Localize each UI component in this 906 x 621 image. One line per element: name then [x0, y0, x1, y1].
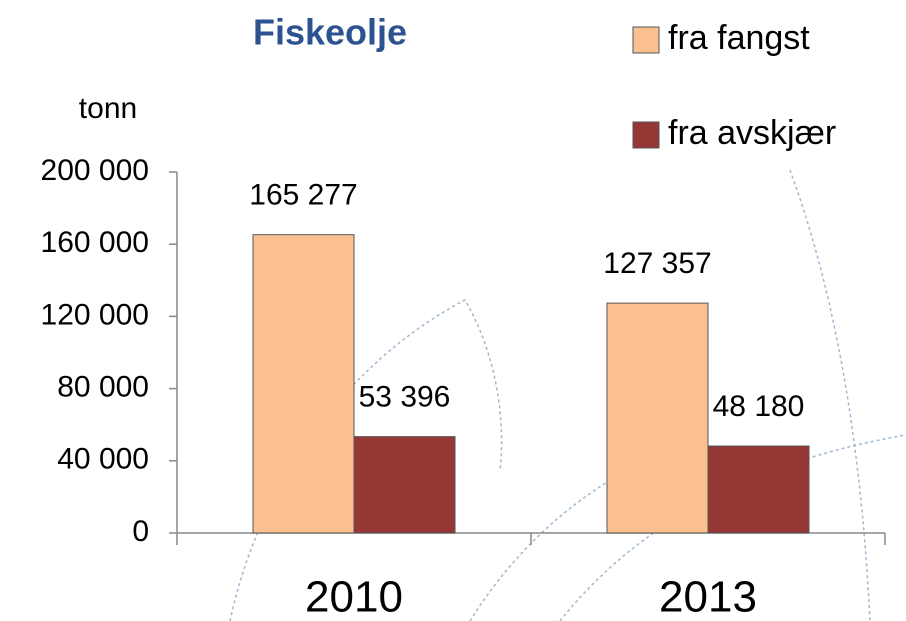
bar: [252, 234, 355, 534]
y-tick-label: 160 000: [41, 226, 149, 259]
value-label: 127 357: [603, 247, 711, 280]
bar: [606, 302, 709, 534]
value-label: 165 277: [249, 179, 357, 212]
x-tick-label: 2010: [305, 573, 403, 621]
legend-swatch: [632, 26, 660, 54]
y-tick-label: 40 000: [57, 443, 149, 476]
y-tick-label: 200 000: [41, 154, 149, 187]
x-tick-label: 2013: [659, 573, 757, 621]
y-tick-label: 0: [132, 515, 149, 548]
y-tick-label: 80 000: [57, 371, 149, 404]
bar: [353, 436, 456, 534]
value-label: 48 180: [713, 390, 805, 423]
legend-label: fra fangst: [668, 19, 810, 57]
y-tick-label: 120 000: [41, 298, 149, 331]
chart-title: Fiskeolje: [253, 12, 407, 53]
bar: [707, 445, 810, 534]
legend-label: fra avskjær: [668, 114, 836, 152]
legend-swatch: [632, 121, 660, 149]
y-axis-label: tonn: [79, 92, 137, 125]
value-label: 53 396: [359, 381, 451, 414]
deco-curve: [789, 169, 871, 621]
